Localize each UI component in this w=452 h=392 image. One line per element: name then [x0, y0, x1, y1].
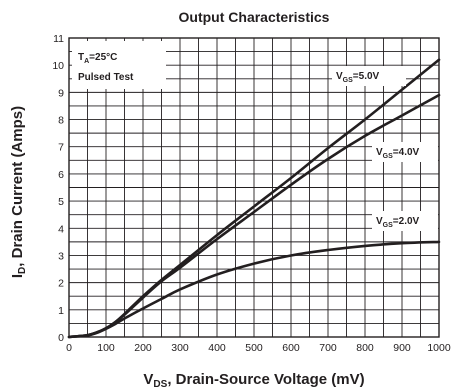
y-tick-label: 2	[58, 278, 64, 290]
y-tick-label: 4	[58, 223, 64, 235]
y-tick-label: 0	[58, 332, 64, 344]
y-tick-label: 7	[58, 142, 64, 154]
series-label-1: VGS=5.0V	[336, 71, 380, 84]
y-tick-label: 3	[58, 250, 64, 262]
x-tick-label: 500	[245, 342, 263, 354]
x-tick-label: 1000	[427, 342, 451, 354]
condition-pulsed: Pulsed Test	[78, 72, 134, 83]
x-tick-label: 700	[319, 342, 337, 354]
x-tick-label: 0	[66, 342, 72, 354]
plot-frame	[68, 37, 440, 338]
y-tick-label: 9	[58, 87, 64, 99]
x-tick-label: 200	[134, 342, 152, 354]
series-label-box-1	[332, 66, 406, 86]
series-label-box-2	[372, 142, 438, 162]
condition-temperature: TA=25°C	[78, 52, 117, 65]
x-tick-label: 600	[282, 342, 300, 354]
y-tick-label: 8	[58, 115, 64, 127]
x-tick-label: 800	[356, 342, 374, 354]
y-tick-label: 5	[58, 196, 64, 208]
conditions-box	[72, 41, 166, 89]
series-line-3	[67, 240, 441, 339]
y-tick-label: 6	[58, 169, 64, 181]
annotations: TA=25°C Pulsed Test VGS=5.0V VGS=4.0V VGS=2.…	[72, 41, 438, 231]
y-tick-label: 1	[58, 305, 64, 317]
y-tick-label: 10	[52, 60, 64, 72]
series-label-3: VGS=2.0V	[376, 216, 420, 229]
y-tick-label: 11	[53, 33, 64, 45]
x-tick-label: 300	[171, 342, 189, 354]
series-label-2: VGS=4.0V	[376, 147, 420, 160]
x-tick-label: 100	[97, 342, 115, 354]
chart-title: Output Characteristics	[179, 9, 330, 25]
series-label-box-3	[372, 211, 438, 231]
y-axis-label: ID, Drain Current (Amps)	[9, 106, 28, 278]
x-tick-label: 900	[393, 342, 411, 354]
series-curves	[67, 58, 441, 339]
tick-labels: 0 100 200 300 400 500 600 700 800 900 1000 0 1 2 3 4 5 6 7…	[52, 33, 451, 354]
x-tick-label: 400	[208, 342, 226, 354]
x-axis-label: VDS, Drain-Source Voltage (mV)	[143, 371, 364, 390]
